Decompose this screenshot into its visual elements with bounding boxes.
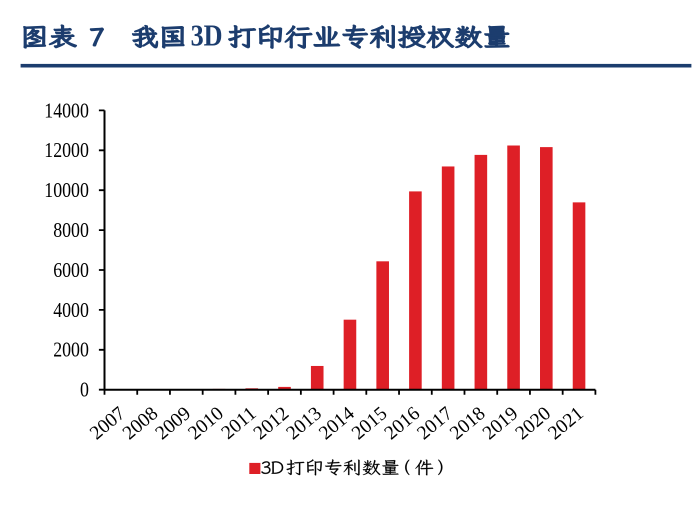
svg-text:3D: 3D: [191, 18, 223, 52]
svg-text:8000: 8000: [53, 220, 89, 242]
svg-text:14000: 14000: [44, 100, 89, 122]
svg-text:2000: 2000: [53, 340, 89, 362]
svg-text:10000: 10000: [44, 180, 89, 202]
svg-text:6000: 6000: [53, 260, 89, 282]
svg-text:4000: 4000: [53, 300, 89, 322]
svg-text:0: 0: [80, 379, 89, 401]
svg-text:12000: 12000: [44, 140, 89, 162]
